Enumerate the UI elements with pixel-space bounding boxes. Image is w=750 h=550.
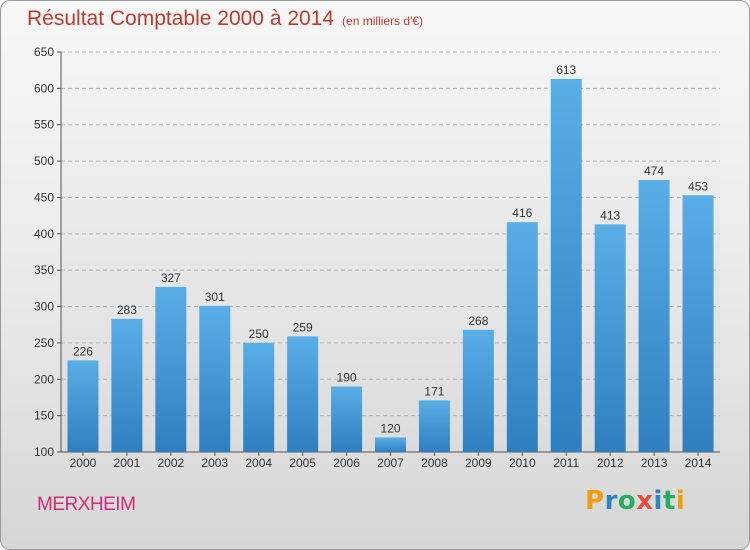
bar-value-label: 268 — [468, 314, 488, 328]
bar-value-label: 413 — [600, 208, 620, 222]
bar-value-label: 453 — [688, 179, 708, 193]
y-tick-label: 400 — [34, 227, 54, 241]
y-tick-label: 300 — [34, 300, 54, 314]
logo-letter: i — [653, 486, 663, 516]
title-text: Résultat Comptable 2000 à 2014 — [27, 7, 335, 30]
bar-value-label: 416 — [512, 206, 532, 220]
x-tick-label: 2008 — [421, 456, 448, 470]
bar — [111, 318, 143, 452]
bar-value-label: 301 — [205, 290, 225, 304]
y-tick-label: 450 — [34, 190, 54, 204]
y-tick-label: 150 — [34, 409, 54, 423]
bar-value-label: 250 — [249, 327, 269, 341]
bar-value-label: 171 — [424, 384, 444, 398]
x-tick-label: 2009 — [465, 456, 492, 470]
logo-letter: P — [585, 486, 605, 516]
bar-value-label: 190 — [337, 371, 357, 385]
y-tick-label: 200 — [34, 372, 54, 386]
x-tick-label: 2011 — [553, 456, 579, 470]
x-tick-label: 2004 — [245, 456, 272, 470]
bar — [506, 222, 538, 452]
unit-label: (en milliers d'€) — [342, 14, 424, 28]
logo-letter: o — [617, 486, 637, 516]
chart-title: Résultat Comptable 2000 à 2014 (en millie… — [27, 7, 423, 31]
y-tick-label: 100 — [34, 445, 54, 459]
location-name: MERXHEIM — [37, 494, 136, 515]
bar — [462, 329, 494, 452]
bar — [418, 400, 450, 452]
proxiti-logo: Proxiti — [585, 486, 685, 516]
x-tick-label: 2003 — [201, 456, 228, 470]
x-tick-label: 2000 — [70, 456, 97, 470]
bar-value-label: 474 — [644, 164, 664, 178]
bar — [375, 437, 406, 452]
logo-letter: x — [636, 486, 654, 516]
bar-value-label: 226 — [73, 344, 93, 358]
bar-value-label: 120 — [380, 421, 400, 435]
bar — [594, 224, 626, 452]
y-tick-label: 350 — [34, 263, 54, 277]
x-tick-label: 2013 — [641, 456, 668, 470]
bar — [243, 342, 275, 452]
bar — [682, 195, 714, 453]
logo-letter: t — [662, 486, 676, 516]
x-tick-label: 2001 — [114, 456, 141, 470]
bar-value-label: 613 — [556, 63, 576, 77]
bar — [331, 386, 363, 452]
y-tick-label: 500 — [34, 154, 54, 168]
x-tick-label: 2010 — [509, 456, 536, 470]
bar-value-label: 327 — [161, 271, 181, 285]
bar — [199, 305, 231, 452]
x-tick-label: 2014 — [685, 456, 712, 470]
logo-letter: r — [604, 486, 618, 516]
logo-letter: i — [675, 486, 686, 516]
x-tick-label: 2007 — [377, 456, 404, 470]
bar — [287, 336, 319, 452]
x-tick-label: 2012 — [597, 456, 624, 470]
x-tick-label: 2005 — [289, 456, 316, 470]
bar-value-label: 259 — [293, 320, 313, 334]
bar — [550, 78, 582, 452]
y-tick-label: 550 — [34, 118, 54, 132]
y-tick-label: 600 — [34, 81, 54, 95]
x-tick-label: 2006 — [333, 456, 360, 470]
bar — [155, 286, 187, 452]
bar — [638, 180, 670, 452]
bar-value-label: 283 — [117, 303, 137, 317]
x-tick-label: 2002 — [157, 456, 184, 470]
y-tick-label: 250 — [34, 336, 54, 350]
bar — [67, 360, 99, 452]
y-tick-label: 650 — [34, 45, 54, 59]
